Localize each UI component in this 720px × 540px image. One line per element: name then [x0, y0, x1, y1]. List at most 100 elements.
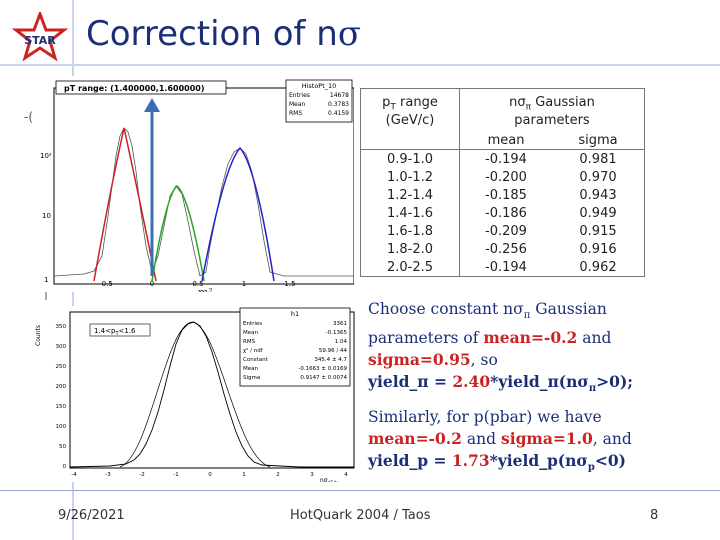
row-range: 1.0-1.2 [360, 168, 460, 186]
stats-val-2: 0.4159 [328, 110, 349, 117]
row-mean: -0.209 [485, 223, 527, 239]
range-label: pT range: (1.400000,1.600000) [64, 84, 205, 93]
bx-tick-1: -3 [105, 472, 111, 478]
bx-tick-7: 3 [310, 472, 314, 478]
footer-date: 9/26/2021 [58, 508, 125, 523]
bx-tick-3: -1 [173, 472, 178, 478]
title-divider-horizontal [0, 64, 720, 66]
row-sigma: 0.916 [552, 240, 645, 258]
y-tick-1: 10 [42, 212, 51, 220]
bstats-key-4: Constant [243, 357, 269, 363]
row-mean: -0.200 [485, 169, 527, 185]
arrow-head [144, 98, 160, 112]
title-text: Correction of n [86, 14, 338, 54]
y-tick-2: 1 [44, 276, 48, 284]
fit-pion [93, 127, 157, 282]
row-mean: -0.194 [485, 151, 527, 167]
row-range: 0.9-1.0 [360, 149, 460, 168]
by-tick-6: 50 [59, 444, 66, 450]
pion-line-3: sigma=0.95, so [368, 350, 498, 370]
stats-title-top: HistoPt_10 [302, 82, 337, 90]
proton-line-3: yield_p = 1.73*yield_p(nσp<0) [368, 451, 626, 474]
row-mean: -0.186 [485, 205, 527, 221]
row-mean: -0.185 [485, 187, 527, 203]
fit-kaon [151, 185, 205, 282]
pt-label: 1.4<pT<1.6 [94, 327, 136, 337]
page-title: Correction of nσ [86, 14, 361, 54]
header-spacer [360, 131, 460, 150]
row-range: 1.8-2.0 [360, 240, 460, 258]
by-tick-4: 150 [56, 404, 67, 410]
bstats-val-5: -0.1663 ± 0.0169 [298, 366, 347, 372]
bx-tick-4: 0 [208, 472, 212, 478]
proton-line-1: Similarly, for p(pbar) we have [368, 408, 602, 426]
row-range: 1.6-1.8 [360, 222, 460, 240]
nsigma-fit [119, 321, 271, 468]
table-row: 2.0-2.5 -0.194 0.962 [360, 258, 645, 277]
bstats-val-2: 1.04 [335, 339, 348, 345]
title-symbol: σ [337, 14, 362, 54]
bstats-key-2: RMS [243, 339, 256, 345]
bx-tick-6: 2 [276, 472, 280, 478]
row-mean: -0.194 [459, 258, 552, 277]
stats-key-1: Mean [289, 101, 306, 108]
stats-title-bottom: h1 [291, 310, 299, 318]
table-row: 1.4-1.6 -0.186 0.949 [360, 204, 645, 222]
pt-label-box [89, 323, 151, 337]
footer-divider [0, 490, 720, 491]
fit-proton [201, 146, 275, 282]
col-header-gauss: nσπ Gaussian [459, 88, 645, 113]
x-axis-label-bottom: nσdEdx [320, 477, 339, 482]
by-tick-1: 300 [56, 344, 67, 350]
stats-key-0: Entries [289, 92, 310, 99]
row-mean: -0.256 [485, 241, 527, 257]
x-tick-2: 0.5 [192, 280, 203, 288]
footer-page: 8 [650, 508, 659, 523]
star-logo: STAR [11, 12, 69, 62]
x-tick-1: 0 [150, 280, 154, 288]
row-sigma: 0.943 [552, 186, 645, 204]
bstats-val-0: 3361 [333, 321, 347, 327]
nsigma-table: pT range nσπ Gaussian (GeV/c) parameters… [360, 88, 645, 277]
row-range: 1.2-1.4 [360, 186, 460, 204]
logo-text: STAR [24, 34, 56, 47]
side-mark-top: -( [24, 110, 34, 124]
bstats-val-3: 59.96 / 44 [319, 348, 348, 354]
proton-line-2: mean=-0.2 and sigma=1.0, and [368, 429, 632, 448]
row-sigma: 0.915 [552, 222, 645, 240]
bstats-val-6: 0.9147 ± 0.0074 [300, 375, 347, 381]
col-header-pt-unit: (GeV/c) [360, 113, 460, 131]
bstats-key-3: χ² / ndf [243, 347, 264, 354]
side-mark-bottom: | [44, 286, 49, 300]
by-tick-5: 100 [56, 424, 67, 430]
pion-line-4: yield_π = 2.40*yield_π(nσπ>0); [368, 372, 633, 395]
table-row: 1.0-1.2 -0.200 0.970 [360, 168, 645, 186]
bx-tick-5: 1 [242, 472, 246, 478]
row-range: 2.0-2.5 [360, 258, 460, 277]
star-shape [11, 12, 69, 62]
bstats-key-5: Mean [243, 366, 258, 372]
x-tick-3: 1 [242, 280, 246, 288]
bstats-key-6: Sigma [243, 375, 260, 381]
bx-tick-0: -4 [71, 472, 77, 478]
by-tick-3: 200 [56, 384, 67, 390]
pion-paragraph: Choose constant nσπ Gaussian parameters … [368, 298, 633, 400]
pion-line-1: Choose constant nσπ Gaussian [368, 300, 607, 322]
sub-header-mean: mean [459, 131, 552, 150]
row-sigma: 0.970 [552, 168, 645, 186]
stats-key-2: RMS [289, 110, 302, 117]
proton-paragraph: Similarly, for p(pbar) we have mean=-0.2… [368, 406, 632, 479]
row-sigma: 0.981 [552, 149, 645, 168]
table-row: 0.9-1.0 -0.194 0.981 [360, 149, 645, 168]
table-row: 1.8-2.0 -0.256 0.916 [360, 240, 645, 258]
m2-distribution-plot: pT range: (1.400000,1.600000) HistoPt_10… [34, 76, 354, 292]
table-row: 1.2-1.4 -0.185 0.943 [360, 186, 645, 204]
stats-box-top [285, 79, 353, 123]
sub-header-sigma: sigma [552, 131, 645, 150]
bstats-val-1: -0.1365 [326, 330, 348, 336]
stats-val-0: 14678 [330, 92, 349, 99]
bstats-key-1: Mean [243, 330, 258, 336]
by-tick-7: 0 [63, 464, 67, 470]
col-header-pt: pT range [360, 88, 460, 113]
y-axis-label-bottom: Counts [35, 325, 42, 346]
